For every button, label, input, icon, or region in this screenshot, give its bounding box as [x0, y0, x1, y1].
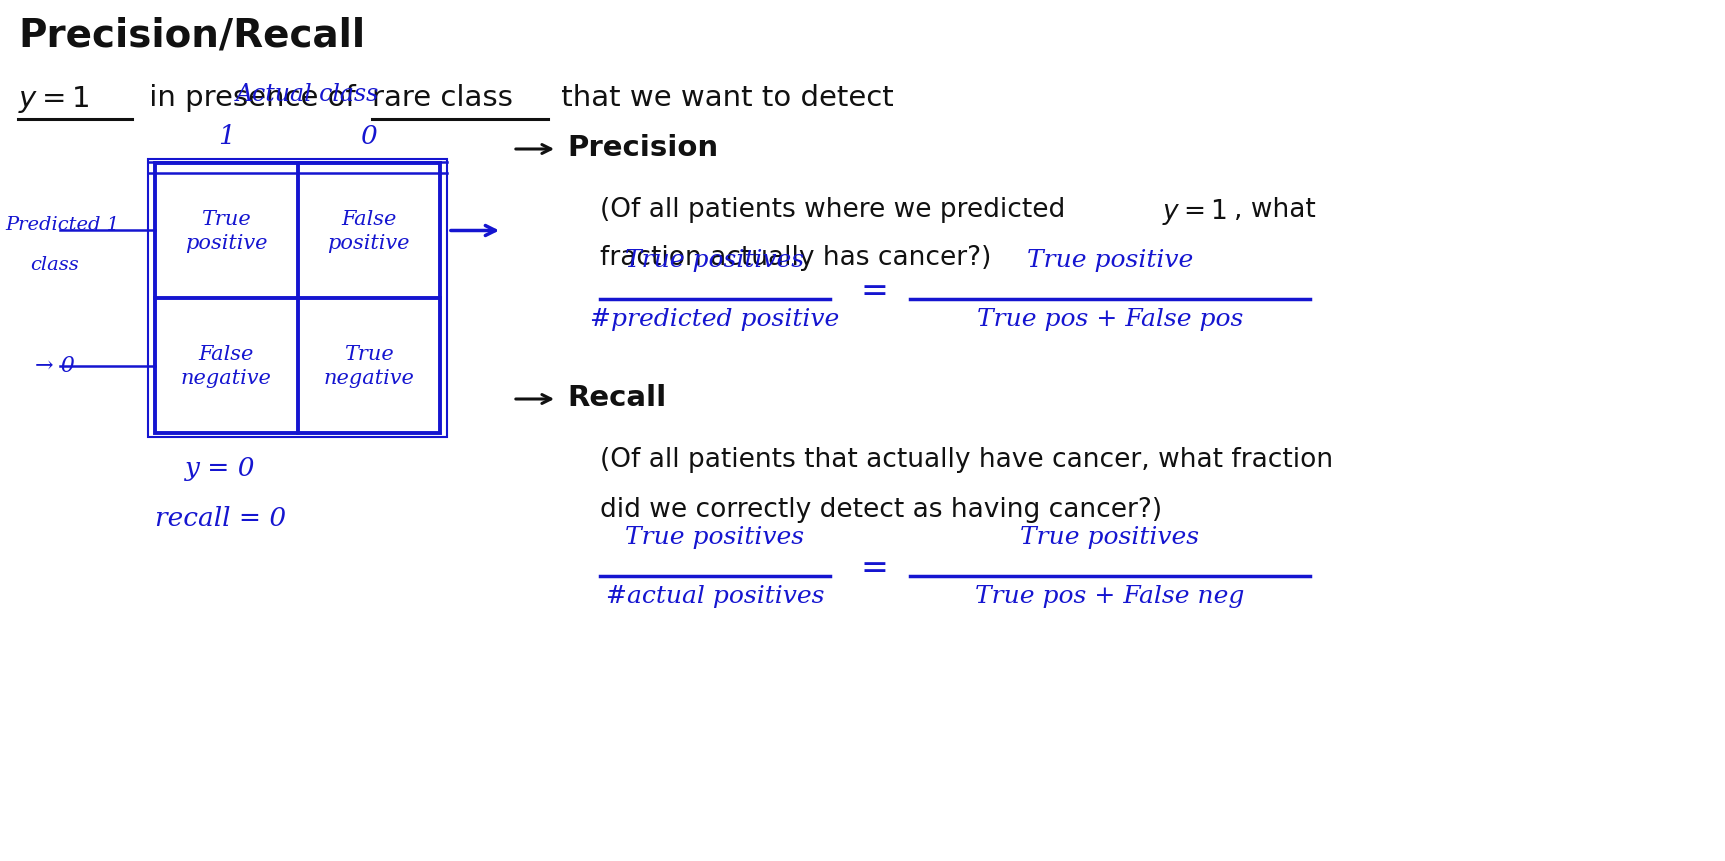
Text: Predicted 1: Predicted 1 — [5, 215, 119, 233]
Text: True
negative: True negative — [323, 345, 414, 387]
Text: True pos + False pos: True pos + False pos — [976, 307, 1244, 331]
Text: True positive: True positive — [1026, 249, 1194, 272]
Text: True positives: True positives — [1021, 525, 1199, 548]
Text: 1: 1 — [217, 124, 235, 149]
Text: that we want to detect: that we want to detect — [552, 84, 894, 112]
Text: (Of all patients that actually have cancer, what fraction: (Of all patients that actually have canc… — [600, 447, 1333, 473]
Text: did we correctly detect as having cancer?): did we correctly detect as having cancer… — [600, 497, 1163, 523]
Text: class: class — [29, 256, 79, 274]
Text: True
positive: True positive — [185, 210, 267, 252]
Text: True positives: True positives — [626, 249, 804, 272]
Text: y = 0: y = 0 — [185, 455, 255, 480]
Text: recall = 0: recall = 0 — [155, 505, 286, 530]
Text: True positives: True positives — [626, 525, 804, 548]
Text: Recall: Recall — [568, 383, 666, 412]
Text: #actual positives: #actual positives — [605, 585, 825, 607]
Text: Actual class: Actual class — [236, 83, 380, 106]
Text: False
positive: False positive — [328, 210, 411, 252]
Text: Precision: Precision — [568, 133, 718, 162]
Text: , what: , what — [1233, 197, 1316, 223]
Text: fraction actually has cancer?): fraction actually has cancer?) — [600, 245, 992, 270]
Text: =: = — [861, 553, 888, 585]
Bar — [155, 164, 440, 433]
Text: Precision/Recall: Precision/Recall — [17, 17, 366, 55]
Text: False
negative: False negative — [181, 345, 273, 387]
Text: (Of all patients where we predicted: (Of all patients where we predicted — [600, 197, 1073, 223]
Text: True pos + False neg: True pos + False neg — [975, 585, 1245, 607]
Text: rare class: rare class — [373, 84, 512, 112]
Text: 0: 0 — [361, 124, 378, 149]
Text: $y = 1$: $y = 1$ — [17, 84, 90, 115]
Text: $y = 1$: $y = 1$ — [1163, 197, 1226, 226]
Text: =: = — [861, 276, 888, 307]
Bar — [148, 160, 447, 437]
Text: #predicted positive: #predicted positive — [590, 307, 840, 331]
Text: in presence of: in presence of — [140, 84, 366, 112]
Text: → 0: → 0 — [34, 355, 74, 377]
